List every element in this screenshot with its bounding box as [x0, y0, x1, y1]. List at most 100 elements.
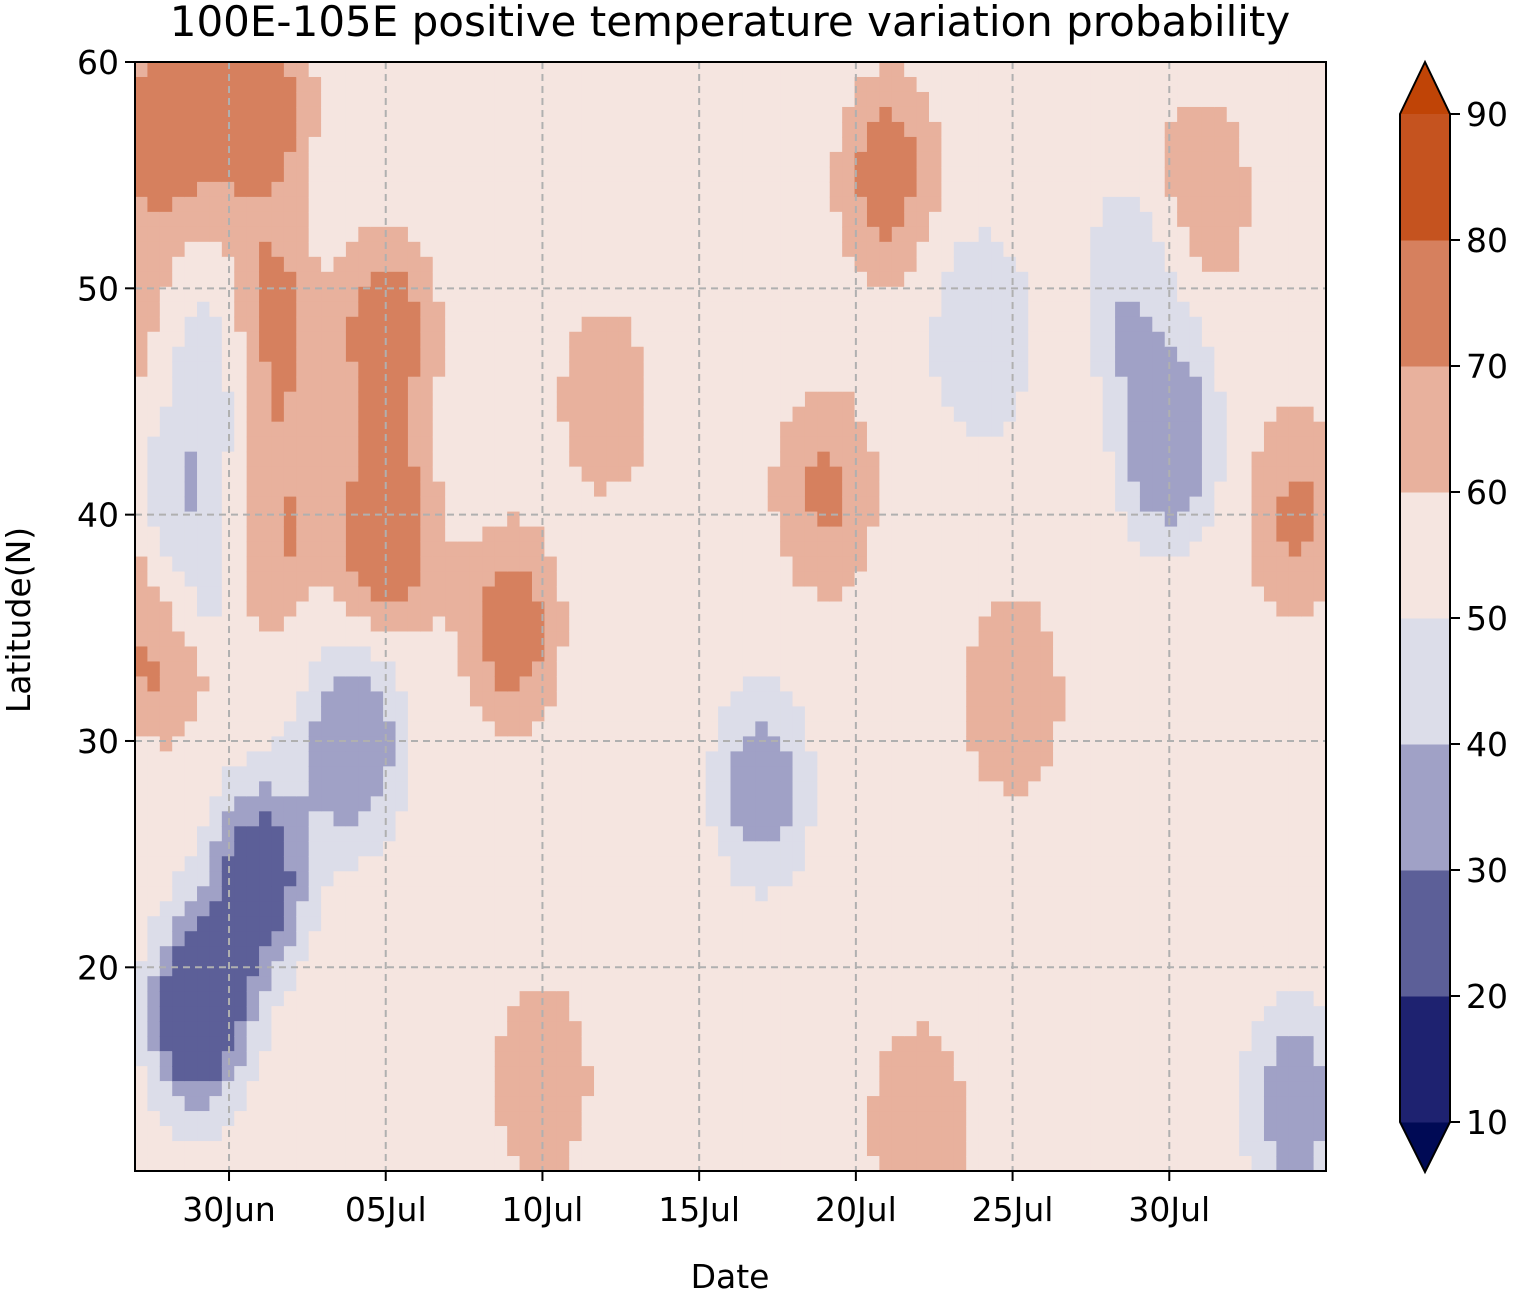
field-cell: [407, 1021, 421, 1037]
field-cell: [631, 916, 645, 932]
field-cell: [730, 62, 744, 78]
field-cell: [966, 226, 980, 243]
field-cell: [941, 346, 955, 363]
field-cell: [866, 76, 880, 93]
field-cell: [780, 556, 794, 573]
field-cell: [172, 1141, 186, 1157]
field-cell: [804, 106, 818, 123]
field-cell: [742, 361, 756, 378]
field-cell: [842, 706, 856, 723]
field-cell: [519, 856, 533, 872]
field-cell: [197, 961, 211, 977]
field-cell: [742, 211, 756, 228]
field-cell: [804, 916, 818, 932]
field-cell: [221, 301, 235, 318]
field-cell: [718, 451, 732, 468]
field-cell: [407, 766, 421, 782]
field-cell: [321, 1051, 335, 1067]
field-cell: [742, 766, 756, 782]
field-cell: [494, 391, 508, 408]
field-cell: [916, 766, 930, 782]
field-cell: [544, 871, 558, 887]
field-cell: [742, 376, 756, 393]
field-cell: [780, 1096, 794, 1112]
field-cell: [296, 616, 310, 633]
field-cell: [494, 841, 508, 857]
field-cell: [370, 571, 384, 588]
field-cell: [879, 691, 893, 708]
field-cell: [296, 91, 310, 108]
field-cell: [842, 676, 856, 693]
field-cell: [197, 331, 211, 348]
field-cell: [296, 556, 310, 573]
field-cell: [259, 556, 273, 573]
field-cell: [606, 556, 620, 573]
field-cell: [507, 1081, 521, 1097]
field-cell: [445, 946, 459, 962]
field-cell: [780, 62, 794, 78]
field-cell: [321, 796, 335, 812]
field-cell: [395, 931, 409, 947]
field-cell: [321, 76, 335, 93]
field-cell: [705, 1156, 719, 1171]
field-cell: [321, 256, 335, 273]
field-cell: [420, 571, 434, 588]
field-cell: [370, 316, 384, 333]
field-cell: [941, 121, 955, 138]
field-cell: [469, 886, 483, 902]
field-cell: [494, 481, 508, 498]
field-cell: [866, 1006, 880, 1022]
field-cell: [556, 601, 570, 618]
field-cell: [259, 676, 273, 693]
field-cell: [755, 271, 769, 288]
field-cell: [172, 1126, 186, 1142]
field-cell: [569, 166, 583, 183]
field-cell: [482, 391, 496, 408]
field-cell: [172, 1066, 186, 1082]
field-cell: [705, 781, 719, 797]
field-cell: [370, 421, 384, 438]
field-cell: [147, 256, 161, 273]
field-cell: [680, 1126, 694, 1142]
field-cell: [457, 1111, 471, 1127]
field-cell: [370, 301, 384, 318]
field-cell: [668, 286, 682, 303]
field-cell: [866, 271, 880, 288]
field-cell: [953, 571, 967, 588]
field-cell: [569, 961, 583, 977]
field-cell: [891, 826, 905, 842]
field-cell: [755, 706, 769, 723]
field-cell: [519, 901, 533, 917]
field-cell: [941, 751, 955, 767]
field-cell: [680, 496, 694, 513]
field-cell: [370, 391, 384, 408]
field-cell: [755, 856, 769, 872]
field-cell: [296, 826, 310, 842]
field-cell: [631, 121, 645, 138]
field-cell: [656, 706, 670, 723]
field-cell: [209, 1066, 223, 1082]
field-cell: [904, 961, 918, 977]
field-cell: [953, 1036, 967, 1052]
field-cell: [184, 331, 198, 348]
field-cell: [842, 361, 856, 378]
field-cell: [147, 556, 161, 573]
field-cell: [482, 1126, 496, 1142]
field-cell: [755, 466, 769, 483]
field-cell: [432, 796, 446, 812]
field-cell: [643, 62, 657, 78]
field-cell: [817, 91, 831, 108]
field-cell: [197, 796, 211, 812]
field-cell: [494, 751, 508, 767]
field-cell: [469, 286, 483, 303]
field-cell: [941, 586, 955, 603]
field-cell: [755, 1111, 769, 1127]
field-cell: [643, 226, 657, 243]
field-cell: [308, 961, 322, 977]
field-cell: [469, 691, 483, 708]
field-cell: [172, 421, 186, 438]
field-cell: [631, 1036, 645, 1052]
field-cell: [283, 196, 297, 213]
field-cell: [184, 1021, 198, 1037]
field-cell: [469, 376, 483, 393]
